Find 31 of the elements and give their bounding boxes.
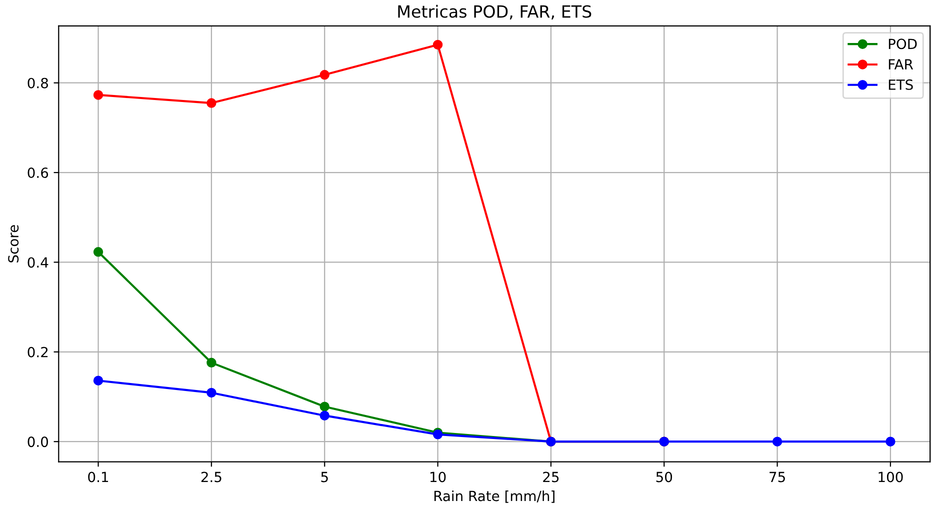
point — [206, 358, 216, 368]
point — [93, 247, 104, 257]
y-tick-label: 0.2 — [28, 346, 48, 358]
x-tick-label: 75 — [770, 472, 785, 482]
point — [320, 70, 330, 80]
x-tick-label: 5 — [321, 472, 328, 482]
x-tick-label: 0.1 — [88, 472, 108, 482]
point — [320, 402, 330, 412]
point — [93, 90, 104, 100]
x-tick-label: 25 — [543, 472, 559, 482]
point — [206, 98, 216, 108]
x-tick-label: 2.5 — [201, 472, 222, 482]
x-tick-label: 50 — [656, 472, 672, 482]
legend-label: ETS — [888, 79, 913, 90]
point — [206, 388, 216, 398]
chart-title: Metricas POD, FAR, ETS — [398, 4, 592, 20]
y-tick-label: 0.8 — [28, 78, 48, 88]
x-tick-label: 100 — [878, 472, 903, 482]
y-tick-label: 0.4 — [28, 257, 48, 268]
legend-label: FAR — [888, 59, 914, 70]
point — [93, 376, 104, 386]
x-tick-label: 10 — [430, 472, 446, 482]
point — [432, 40, 443, 50]
point — [886, 436, 896, 446]
point — [772, 436, 782, 446]
x-axis-title: Rain Rate [mm/h] — [434, 490, 554, 503]
y-axis-title: Score — [8, 225, 19, 262]
y-tick-label: 0.0 — [28, 436, 48, 448]
point — [320, 410, 330, 420]
legend-label: POD — [888, 38, 917, 50]
y-tick-label: 0.6 — [28, 168, 48, 178]
